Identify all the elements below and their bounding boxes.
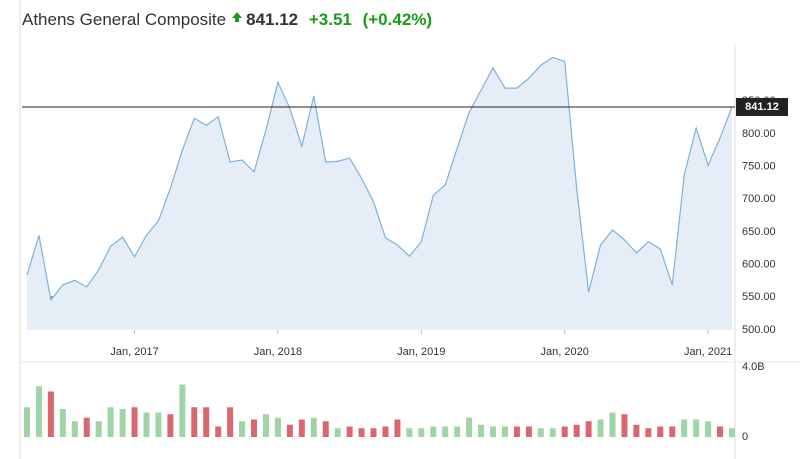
x-tick-label: Jan, 2019 bbox=[397, 346, 445, 358]
volume-tick-label: 4.0B bbox=[742, 361, 765, 373]
volume-bar bbox=[83, 417, 90, 437]
y-tick-label: 500.00 bbox=[742, 324, 776, 336]
volume-bar bbox=[585, 421, 592, 437]
volume-bar bbox=[131, 407, 138, 437]
volume-bar bbox=[239, 421, 246, 437]
volume-bar bbox=[262, 414, 269, 437]
volume-bar bbox=[681, 419, 688, 437]
volume-bar bbox=[322, 421, 329, 437]
price: 841.12 bbox=[246, 10, 299, 29]
volume-bar bbox=[71, 421, 78, 437]
volume-bar bbox=[525, 426, 532, 437]
volume-bar bbox=[561, 426, 568, 437]
x-tick-label: Jan, 2020 bbox=[541, 346, 589, 358]
volume-bar bbox=[621, 414, 628, 437]
up-arrow bbox=[232, 12, 243, 22]
price-line bbox=[26, 56, 733, 302]
volume-bar bbox=[430, 426, 437, 437]
volume-bar bbox=[442, 426, 449, 437]
header: Athens General Composite 841.12 +3.51 (+0… bbox=[22, 10, 438, 30]
volume-bar bbox=[657, 426, 664, 437]
volume-bar bbox=[466, 417, 473, 437]
area bbox=[27, 57, 732, 330]
volume-bar bbox=[310, 417, 317, 437]
volume-tick-label: 0 bbox=[742, 431, 748, 443]
volume-bar bbox=[490, 426, 497, 437]
volume-bar bbox=[119, 409, 126, 437]
volume-bar bbox=[478, 424, 485, 437]
y-tick-label: 700.00 bbox=[742, 193, 776, 205]
volume-bar bbox=[179, 384, 186, 437]
x-tick-label: Jan, 2021 bbox=[684, 346, 732, 358]
y-tick-label: 650.00 bbox=[742, 226, 776, 238]
volume-bar bbox=[251, 419, 258, 437]
volume-bar bbox=[394, 419, 401, 437]
y-tick-label: 800.00 bbox=[742, 128, 776, 140]
volume-bar bbox=[95, 421, 102, 437]
volume-bar bbox=[215, 426, 222, 437]
y-tick-label: 600.00 bbox=[742, 259, 776, 271]
volume-bar bbox=[107, 407, 114, 437]
volume-bar bbox=[227, 407, 234, 437]
change: +3.51 bbox=[308, 10, 352, 29]
volume-bar bbox=[669, 426, 676, 437]
y-tick-label: 750.00 bbox=[742, 160, 776, 172]
volume-bar bbox=[274, 417, 281, 437]
volume-bar bbox=[705, 421, 712, 437]
volume-bar bbox=[597, 419, 604, 437]
volume-bar bbox=[573, 424, 580, 437]
volume-bar bbox=[633, 424, 640, 437]
volume-bar bbox=[406, 428, 413, 437]
volume-bar bbox=[167, 414, 174, 437]
volume-bar bbox=[143, 412, 150, 437]
volume-bar bbox=[382, 426, 389, 437]
x-tick-label: Jan, 2017 bbox=[110, 346, 158, 358]
volume-bar bbox=[346, 426, 353, 437]
volume-bar bbox=[59, 409, 66, 437]
last-price-label: 841.12 bbox=[745, 101, 779, 113]
volume-bar bbox=[454, 426, 461, 437]
title: Athens General Composite bbox=[22, 10, 227, 29]
volume-bar bbox=[47, 391, 54, 437]
volume-bar bbox=[549, 428, 556, 437]
volume-bar bbox=[501, 426, 508, 437]
volume-bar bbox=[717, 426, 724, 437]
volume-bar bbox=[418, 428, 425, 437]
volume-bar bbox=[609, 412, 616, 437]
change-pct: (+0.42%) bbox=[362, 10, 433, 29]
volume-bar bbox=[298, 419, 305, 437]
volume-bar bbox=[513, 426, 520, 437]
x-tick-label: Jan, 2018 bbox=[254, 346, 302, 358]
volume-bar bbox=[358, 428, 365, 437]
volume-bar bbox=[203, 407, 210, 437]
volume-bar bbox=[35, 386, 42, 437]
volume-bar bbox=[693, 419, 700, 437]
y-tick-label: 550.00 bbox=[742, 291, 776, 303]
volume-bar bbox=[334, 428, 341, 437]
volume-bar bbox=[729, 428, 735, 437]
volume-bar bbox=[155, 412, 162, 437]
volume-bar bbox=[537, 428, 544, 437]
last-price-box bbox=[736, 98, 788, 117]
volume-bar bbox=[24, 407, 30, 437]
volume-bar bbox=[645, 428, 652, 437]
volume-bar bbox=[370, 428, 377, 437]
volume-bar bbox=[191, 407, 198, 437]
volume-bar bbox=[286, 424, 293, 437]
